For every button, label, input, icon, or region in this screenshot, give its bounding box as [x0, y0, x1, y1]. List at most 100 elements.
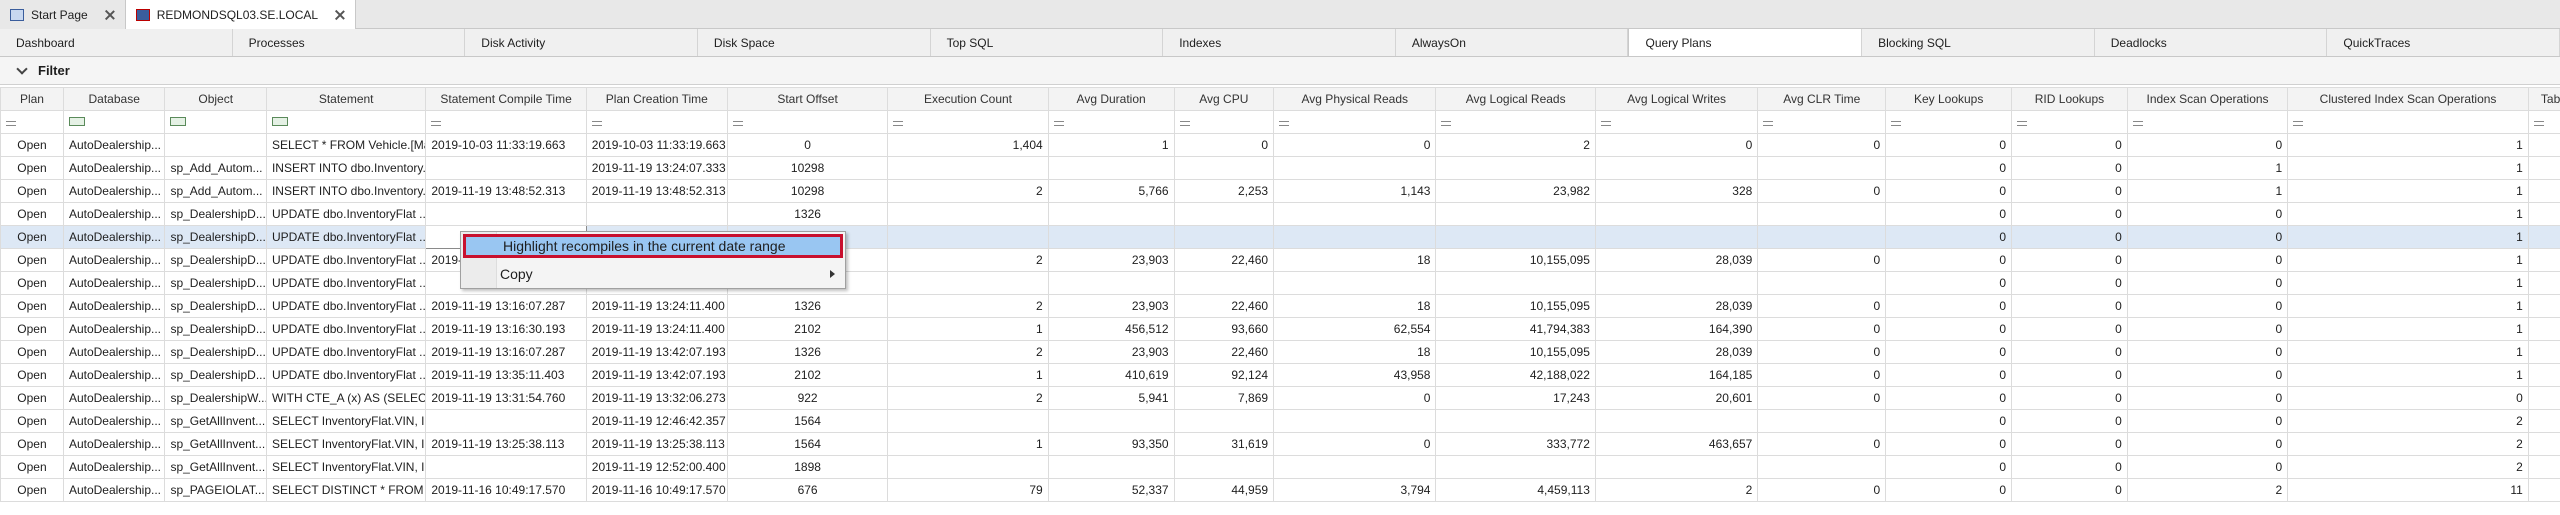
- cell[interactable]: Open: [0, 455, 64, 479]
- cell: 1: [1047, 133, 1175, 157]
- cell: 0: [1885, 294, 2013, 318]
- nav-tab[interactable]: Processes: [233, 29, 466, 56]
- cell[interactable]: Open: [0, 156, 64, 180]
- cell: [887, 225, 1049, 249]
- filter-cell[interactable]: [1594, 110, 1759, 134]
- cell[interactable]: Open: [0, 317, 64, 341]
- filter-cell[interactable]: [2527, 110, 2560, 134]
- column-header[interactable]: Avg Logical Writes: [1594, 87, 1759, 111]
- filter-cell[interactable]: [1435, 110, 1596, 134]
- column-header[interactable]: Key Lookups: [1885, 87, 2013, 111]
- nav-tab[interactable]: Dashboard: [0, 29, 233, 56]
- cell: [887, 271, 1049, 295]
- column-header[interactable]: Execution Count: [887, 87, 1049, 111]
- nav-tab[interactable]: Disk Space: [698, 29, 931, 56]
- column-header[interactable]: Clustered Index Scan Operations: [2287, 87, 2529, 111]
- cell: 0: [2011, 271, 2128, 295]
- filter-cell[interactable]: [1885, 110, 2013, 134]
- menu-item[interactable]: Copy: [463, 262, 843, 286]
- column-header[interactable]: Avg Logical Reads: [1435, 87, 1596, 111]
- filter-header[interactable]: Filter: [0, 57, 2560, 85]
- cell: [1435, 225, 1596, 249]
- filter-cell[interactable]: [2126, 110, 2289, 134]
- nav-tab[interactable]: QuickTraces: [2327, 29, 2560, 56]
- nav-tab[interactable]: Query Plans: [1628, 29, 1863, 56]
- cell: [2527, 478, 2560, 502]
- column-header[interactable]: Table Sc: [2527, 87, 2560, 111]
- filter-cell[interactable]: [887, 110, 1049, 134]
- cell: 1: [887, 432, 1049, 456]
- cell: 10,155,095: [1435, 248, 1596, 272]
- cell: 0: [2011, 363, 2128, 387]
- column-header[interactable]: Database: [62, 87, 166, 111]
- cell[interactable]: Open: [0, 386, 64, 410]
- column-header[interactable]: Avg CLR Time: [1757, 87, 1887, 111]
- cell: [425, 409, 587, 433]
- cell: 164,390: [1594, 317, 1759, 341]
- cell: 0: [1757, 386, 1887, 410]
- column-header[interactable]: Start Offset: [726, 87, 889, 111]
- cell[interactable]: Open: [0, 340, 64, 364]
- column-header[interactable]: Avg Duration: [1047, 87, 1175, 111]
- cell[interactable]: Open: [0, 363, 64, 387]
- cell[interactable]: Open: [0, 248, 64, 272]
- filter-cell[interactable]: [1047, 110, 1175, 134]
- nav-tab[interactable]: Indexes: [1163, 29, 1396, 56]
- column-header[interactable]: Index Scan Operations: [2126, 87, 2289, 111]
- cell: 0: [2011, 455, 2128, 479]
- cell: 5,766: [1047, 179, 1175, 203]
- column-header[interactable]: Avg CPU: [1173, 87, 1275, 111]
- cell: [585, 202, 728, 226]
- cell: [887, 202, 1049, 226]
- cell[interactable]: Open: [0, 409, 64, 433]
- cell: [1273, 202, 1437, 226]
- doc-tab[interactable]: REDMONDSQL03.SE.LOCAL: [125, 0, 357, 29]
- filter-cell[interactable]: [1273, 110, 1437, 134]
- menu-item[interactable]: Highlight recompiles in the current date…: [463, 234, 843, 258]
- column-header[interactable]: RID Lookups: [2011, 87, 2128, 111]
- cell: 2019-11-19 13:42:07.193: [585, 340, 728, 364]
- cell: [887, 409, 1049, 433]
- nav-tab[interactable]: Disk Activity: [465, 29, 698, 56]
- filter-cell[interactable]: [0, 110, 64, 134]
- cell: 1: [2287, 156, 2529, 180]
- cell[interactable]: Open: [0, 478, 64, 502]
- filter-cell[interactable]: [164, 110, 267, 134]
- column-header[interactable]: Statement Compile Time: [425, 87, 587, 111]
- filter-cell[interactable]: [425, 110, 587, 134]
- cell[interactable]: Open: [0, 271, 64, 295]
- cell: 0: [1885, 363, 2013, 387]
- filter-cell[interactable]: [1173, 110, 1275, 134]
- filter-cell[interactable]: [585, 110, 728, 134]
- cell[interactable]: Open: [0, 294, 64, 318]
- filter-cell[interactable]: [265, 110, 427, 134]
- column-header[interactable]: Statement: [265, 87, 427, 111]
- filter-cell[interactable]: [2011, 110, 2128, 134]
- nav-tab[interactable]: Top SQL: [931, 29, 1164, 56]
- cell[interactable]: Open: [0, 179, 64, 203]
- nav-tab[interactable]: Deadlocks: [2095, 29, 2328, 56]
- cell[interactable]: Open: [0, 225, 64, 249]
- nav-tab[interactable]: Blocking SQL: [1862, 29, 2095, 56]
- doc-tab[interactable]: Start Page: [0, 0, 126, 29]
- filter-cell[interactable]: [1757, 110, 1887, 134]
- column-header[interactable]: Plan: [0, 87, 64, 111]
- column-header[interactable]: Object: [164, 87, 267, 111]
- close-button[interactable]: [105, 10, 115, 20]
- nav-tab[interactable]: AlwaysOn: [1396, 29, 1629, 56]
- filter-cell[interactable]: [726, 110, 889, 134]
- filter-cell[interactable]: [2287, 110, 2529, 134]
- cell[interactable]: Open: [0, 202, 64, 226]
- cell: AutoDealership...: [62, 202, 166, 226]
- cell: 0: [2011, 248, 2128, 272]
- cell[interactable]: Open: [0, 432, 64, 456]
- cell[interactable]: Open: [0, 133, 64, 157]
- close-button[interactable]: [335, 10, 345, 20]
- cell: 1: [2126, 179, 2289, 203]
- cell: 2019-11-19 13:32:06.273: [585, 386, 728, 410]
- column-header[interactable]: Plan Creation Time: [585, 87, 728, 111]
- cell: 23,903: [1047, 340, 1175, 364]
- cell: 0: [2011, 294, 2128, 318]
- column-header[interactable]: Avg Physical Reads: [1273, 87, 1437, 111]
- filter-cell[interactable]: [62, 110, 166, 134]
